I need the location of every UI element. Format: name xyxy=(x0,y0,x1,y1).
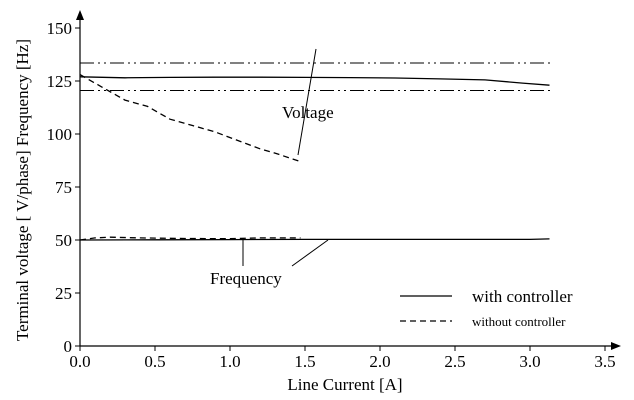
series-line-4 xyxy=(79,236,301,241)
x-tick-label: 0.0 xyxy=(69,352,90,371)
frequency-leader-line-2 xyxy=(291,239,329,267)
x-tick-label: 2.0 xyxy=(369,352,390,371)
y-tick-label: 0 xyxy=(64,337,73,356)
x-axis-label: Line Current [A] xyxy=(287,375,402,394)
series-line-3 xyxy=(79,238,550,241)
x-tick-label: 2.5 xyxy=(444,352,465,371)
x-tick-label: 3.0 xyxy=(519,352,540,371)
y-tick-label: 150 xyxy=(47,19,73,38)
voltage-annotation: Voltage xyxy=(282,103,334,122)
y-axis-arrow xyxy=(76,10,84,20)
y-tick-label: 50 xyxy=(55,231,72,250)
x-axis-arrow xyxy=(611,342,621,350)
y-tick-label: 75 xyxy=(55,178,72,197)
x-tick-label: 3.5 xyxy=(594,352,615,371)
plot-area: 0.0 0.5 1.0 1.5 2.0 2.5 3.0 3.5 0 25 50 75 100 125 150 xyxy=(47,10,621,371)
series-line-1 xyxy=(79,76,550,86)
legend-label-without-controller: without controller xyxy=(472,314,566,329)
x-tick-label: 1.0 xyxy=(219,352,240,371)
x-tick-label: 1.5 xyxy=(294,352,315,371)
legend-label-with-controller: with controller xyxy=(472,287,573,306)
legend: with controller without controller xyxy=(400,287,573,329)
series-line-2 xyxy=(79,74,301,163)
y-tick-label: 125 xyxy=(47,72,73,91)
frequency-annotation: Frequency xyxy=(210,269,282,288)
x-tick-label: 0.5 xyxy=(144,352,165,371)
y-axis-label: Terminal voltage [ V/phase] Frequency [H… xyxy=(13,39,32,341)
y-tick-label: 25 xyxy=(55,284,72,303)
voltage-leader-line xyxy=(297,48,317,156)
y-tick-label: 100 xyxy=(47,125,73,144)
